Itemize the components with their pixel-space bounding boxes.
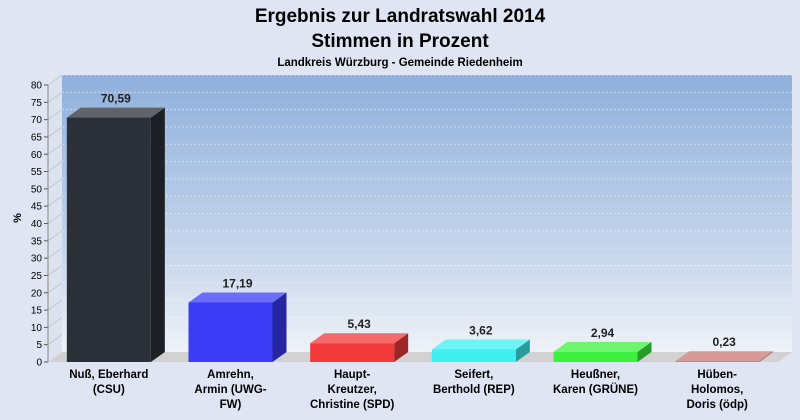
x-category-label: Kreutzer,: [328, 384, 377, 396]
data-label: 5,43: [347, 317, 371, 331]
x-category-label: Seifert,: [454, 369, 493, 381]
bar-top: [66, 107, 165, 118]
chart-title-line2: Stimmen in Prozent: [311, 31, 489, 52]
x-category-label: Doris (ödp): [687, 399, 748, 411]
y-axis-label: %: [12, 213, 24, 223]
y-tick-label: 65: [31, 132, 43, 143]
y-tick-label: 30: [31, 254, 43, 265]
x-category-label: Armin (UWG-: [194, 384, 266, 396]
gridline-side: [47, 126, 63, 138]
bar-side: [515, 339, 530, 362]
chart-title: Ergebnis zur Landratswahl 2014: [255, 6, 546, 27]
x-category-label: Karen (GRÜNE): [553, 383, 638, 396]
gridline-side: [47, 316, 63, 328]
bar-side: [637, 341, 652, 362]
y-tick-label: 75: [31, 98, 43, 109]
x-category-label: Holomos,: [691, 384, 743, 396]
bar-side: [150, 107, 165, 362]
y-tick-label: 50: [31, 184, 43, 195]
x-category-label: Haupt-: [334, 369, 371, 381]
chart-subtitle: Landkreis Würzburg - Gemeinde Riedenheim: [277, 57, 522, 69]
gridline-side: [47, 247, 63, 259]
bar-side: [272, 292, 287, 362]
gridline-side: [47, 91, 63, 103]
gridline-side: [47, 334, 63, 346]
x-category-label: Berthold (REP): [433, 384, 515, 396]
x-category-label: Amrehn,: [207, 369, 254, 381]
y-tick-label: 80: [31, 81, 43, 92]
y-tick-label: 15: [31, 306, 43, 317]
x-category-label: Christine (SPD): [310, 399, 395, 411]
gridline-side: [47, 143, 63, 155]
bar: [431, 349, 516, 362]
bar-top: [188, 292, 287, 303]
bar: [188, 302, 273, 362]
bar: [675, 361, 760, 362]
y-tick-label: 70: [31, 115, 43, 126]
y-tick-label: 10: [31, 323, 43, 334]
bar: [66, 117, 151, 362]
y-tick-label: 40: [31, 219, 43, 230]
gridline-side: [47, 299, 63, 311]
gridline-side: [47, 74, 63, 86]
data-label: 2,94: [591, 326, 615, 340]
y-tick-label: 45: [31, 202, 43, 213]
gridline-side: [47, 213, 63, 224]
data-label: 0,23: [712, 335, 736, 349]
y-tick-label: 55: [31, 167, 43, 178]
bar-top: [553, 341, 652, 352]
gridline-side: [47, 161, 63, 172]
y-tick-label: 20: [31, 288, 43, 299]
data-label: 17,19: [222, 276, 252, 290]
x-category-label: FW): [220, 399, 242, 411]
x-category-label: Hüben-: [697, 369, 737, 381]
y-tick-label: 25: [31, 271, 43, 282]
bar: [310, 343, 395, 362]
y-tick-label: 35: [31, 236, 43, 247]
x-category-label: (CSU): [93, 384, 125, 396]
gridline-side: [47, 230, 63, 242]
y-tick-label: 5: [36, 340, 42, 351]
data-label: 3,62: [469, 323, 493, 337]
plot-back-wall: [62, 75, 792, 352]
gridline-side: [47, 265, 63, 276]
x-category-label: Nuß, Eberhard: [69, 369, 148, 381]
y-tick-label: 60: [31, 150, 43, 161]
bar-top: [310, 333, 409, 344]
bar: [553, 351, 638, 362]
bar-top: [431, 339, 530, 350]
gridline-side: [47, 178, 63, 190]
data-label: 70,59: [101, 92, 131, 106]
bar-side: [394, 333, 409, 362]
bar-side: [759, 351, 774, 362]
plot-area: 0 5 10 15 20 25 30 35 40 45 50 55 60 65 70 75 80 70,59 Nuß…: [31, 74, 792, 411]
bar-top: [675, 351, 774, 362]
x-category-label: Heußner,: [571, 369, 620, 381]
y-tick-label: 0: [36, 358, 42, 369]
gridline-side: [47, 109, 63, 121]
gridline-side: [47, 195, 63, 207]
gridline-side: [47, 282, 63, 294]
